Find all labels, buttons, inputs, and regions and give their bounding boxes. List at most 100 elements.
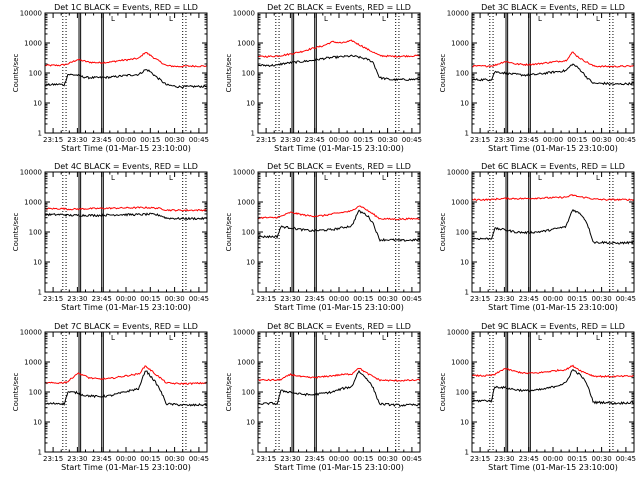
- x-tick-label: 00:30: [165, 136, 185, 144]
- x-tick-label: 00:00: [543, 455, 563, 463]
- y-tick-label: 1000: [451, 199, 469, 207]
- x-tick-label: 23:30: [67, 455, 87, 463]
- y-tick-label: 10: [460, 100, 469, 108]
- events-series-line: [44, 68, 208, 89]
- y-tick-label: 10000: [20, 10, 42, 18]
- y-tick-label: 1: [38, 289, 42, 297]
- x-tick-label: 00:45: [616, 455, 636, 463]
- x-tick-label: 00:00: [116, 136, 136, 144]
- y-axis-label: Counts/sec: [225, 54, 233, 93]
- x-tick-label: 00:30: [165, 455, 185, 463]
- x-tick-label: 00:15: [567, 455, 587, 463]
- corner-mark: L: [596, 174, 600, 182]
- x-tick-label: 00:15: [353, 455, 373, 463]
- x-tick-label: 00:45: [189, 136, 209, 144]
- y-axis-label: Counts/sec: [225, 213, 233, 252]
- x-tick-label: 00:30: [165, 295, 185, 303]
- y-tick-label: 10000: [447, 10, 469, 18]
- x-tick-label: 00:45: [402, 136, 422, 144]
- x-tick-label: 23:30: [494, 295, 514, 303]
- y-tick-label: 1000: [24, 40, 42, 48]
- x-tick-label: 23:15: [470, 136, 490, 144]
- x-tick-label: 23:30: [280, 136, 300, 144]
- x-tick-label: 00:30: [378, 136, 398, 144]
- detector-panel: Det 4C BLACK = Events, RED = LLD L L 1 10 100…: [12, 162, 209, 312]
- detector-panel: Det 2C BLACK = Events, RED = LLD L L 1 10 100…: [225, 3, 422, 153]
- y-axis-label: Counts/sec: [12, 54, 20, 93]
- y-tick-label: 10000: [233, 329, 255, 337]
- x-tick-label: 00:00: [329, 295, 349, 303]
- events-series-line: [257, 54, 421, 82]
- y-axis-label: Counts/sec: [439, 54, 447, 93]
- x-tick-label: 00:15: [140, 295, 160, 303]
- panel-title: Det 1C BLACK = Events, RED = LLD: [54, 3, 198, 12]
- panel-title: Det 9C BLACK = Events, RED = LLD: [481, 322, 625, 331]
- panel-title: Det 4C BLACK = Events, RED = LLD: [54, 162, 198, 171]
- x-tick-label: 00:45: [189, 295, 209, 303]
- x-tick-label: 23:45: [519, 455, 539, 463]
- y-tick-label: 10000: [233, 10, 255, 18]
- x-tick-label: 00:30: [592, 295, 612, 303]
- x-tick-label: 00:15: [353, 295, 373, 303]
- x-tick-label: 00:15: [567, 136, 587, 144]
- x-axis-label: Start Time (01-Mar-15 23:10:00): [61, 303, 191, 312]
- detector-panel: Det 1C BLACK = Events, RED = LLD L L 1 10 100…: [12, 3, 209, 153]
- corner-mark: L: [382, 174, 386, 182]
- x-tick-label: 23:30: [67, 136, 87, 144]
- x-tick-label: 23:45: [92, 295, 112, 303]
- x-axis-label: Start Time (01-Mar-15 23:10:00): [61, 463, 191, 472]
- corner-mark: L: [538, 15, 542, 23]
- y-tick-label: 1: [38, 449, 42, 457]
- x-tick-label: 00:30: [378, 455, 398, 463]
- x-tick-label: 23:45: [92, 136, 112, 144]
- x-tick-label: 00:00: [116, 455, 136, 463]
- y-tick-label: 100: [29, 389, 42, 397]
- lld-series-line: [471, 194, 635, 202]
- x-tick-label: 23:45: [519, 295, 539, 303]
- y-axis-label: Counts/sec: [439, 213, 447, 252]
- x-tick-label: 23:15: [43, 136, 63, 144]
- events-series-line: [44, 212, 208, 221]
- detector-panel: Det 7C BLACK = Events, RED = LLD L L 1 10 100…: [12, 322, 209, 472]
- x-tick-label: 00:45: [402, 295, 422, 303]
- panel-title: Det 5C BLACK = Events, RED = LLD: [267, 162, 411, 171]
- panel-title: Det 3C BLACK = Events, RED = LLD: [481, 3, 625, 12]
- y-tick-label: 1: [251, 289, 255, 297]
- detector-panel: Det 8C BLACK = Events, RED = LLD L L 1 10 100…: [225, 322, 422, 472]
- y-tick-label: 10: [33, 419, 42, 427]
- y-tick-label: 1: [465, 130, 469, 138]
- x-axis-label: Start Time (01-Mar-15 23:10:00): [488, 303, 618, 312]
- y-tick-label: 100: [456, 229, 469, 237]
- x-tick-label: 23:15: [470, 455, 490, 463]
- x-tick-label: 23:45: [305, 136, 325, 144]
- x-tick-label: 23:15: [43, 295, 63, 303]
- x-tick-label: 23:15: [470, 295, 490, 303]
- corner-mark: L: [596, 15, 600, 23]
- x-axis-label: Start Time (01-Mar-15 23:10:00): [274, 144, 404, 153]
- x-tick-label: 23:15: [256, 136, 276, 144]
- lld-series-line: [257, 367, 421, 382]
- x-tick-label: 00:15: [140, 455, 160, 463]
- corner-mark: L: [382, 334, 386, 342]
- y-tick-label: 1000: [24, 359, 42, 367]
- y-tick-label: 10: [33, 100, 42, 108]
- x-tick-label: 23:45: [305, 295, 325, 303]
- x-tick-label: 00:00: [543, 295, 563, 303]
- x-tick-label: 23:45: [92, 455, 112, 463]
- y-tick-label: 1000: [451, 359, 469, 367]
- x-tick-label: 23:30: [494, 136, 514, 144]
- y-tick-label: 10: [246, 100, 255, 108]
- lld-series-line: [44, 365, 208, 386]
- y-tick-label: 100: [456, 389, 469, 397]
- events-series-line: [44, 370, 208, 407]
- panel-title: Det 8C BLACK = Events, RED = LLD: [267, 322, 411, 331]
- events-series-line: [257, 209, 421, 242]
- corner-mark: L: [169, 334, 173, 342]
- x-tick-label: 23:45: [305, 455, 325, 463]
- detector-panel: Det 9C BLACK = Events, RED = LLD L L 1 10 100…: [439, 322, 636, 472]
- detector-panel: Det 5C BLACK = Events, RED = LLD L L 1 10 100…: [225, 162, 422, 312]
- x-tick-label: 00:00: [329, 136, 349, 144]
- y-tick-label: 10000: [447, 169, 469, 177]
- y-axis-label: Counts/sec: [12, 373, 20, 412]
